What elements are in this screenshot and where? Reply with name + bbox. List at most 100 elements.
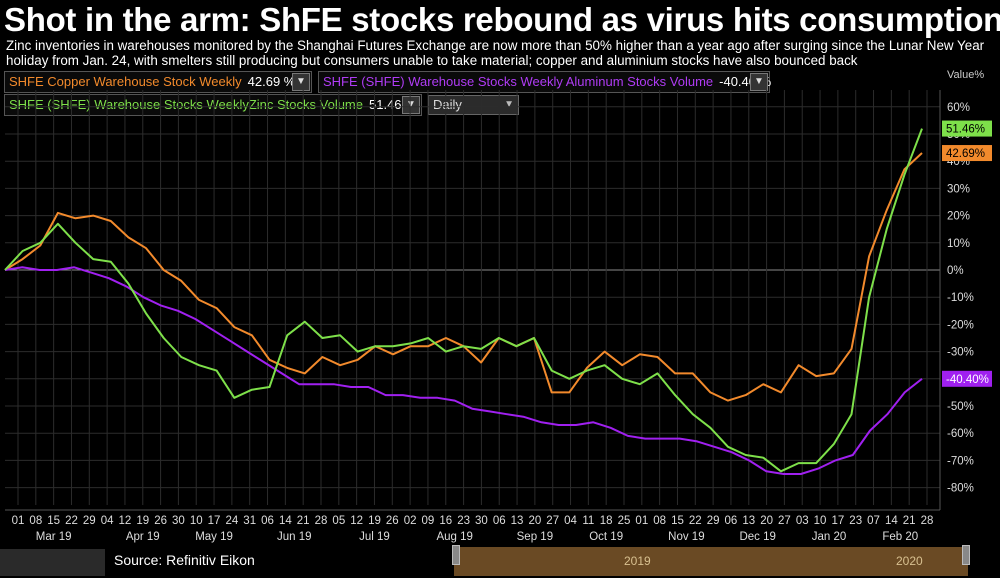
x-tick-label: 30	[172, 515, 185, 527]
y-tick-label: -70%	[947, 455, 974, 467]
x-tick-label: 28	[921, 515, 934, 527]
x-month-label: Jun 19	[277, 531, 312, 543]
x-tick-label: 08	[29, 515, 42, 527]
chart-title: Shot in the arm: ShFE stocks rebound as …	[4, 1, 1000, 38]
x-tick-label: 29	[83, 515, 96, 527]
x-tick-label: 01	[635, 515, 648, 527]
x-tick-label: 21	[903, 515, 916, 527]
x-tick-label: 21	[297, 515, 310, 527]
end-value-tag	[942, 120, 992, 137]
x-month-label: Dec 19	[739, 531, 775, 543]
redacted-area	[0, 549, 105, 576]
y-tick-label: 10%	[947, 238, 970, 250]
x-month-label: Sep 19	[517, 531, 553, 543]
legend-aluminum-label: SHFE (SHFE) Warehouse Stocks Weekly Alum…	[323, 74, 714, 89]
x-tick-label: 26	[386, 515, 399, 527]
chevron-down-icon[interactable]: ▼	[292, 73, 310, 91]
chart-subtitle: Zinc inventories in warehouses monitored…	[6, 38, 985, 68]
y-tick-label: 0%	[947, 265, 964, 277]
x-tick-label: 06	[725, 515, 738, 527]
legend-zinc[interactable]: SHFE (SHFE) Warehouse Stocks WeeklyZinc …	[4, 94, 422, 116]
y-tick-label: -30%	[947, 347, 974, 359]
y-axis-title: Value%	[947, 69, 985, 81]
interval-select[interactable]: Daily ▼	[428, 95, 519, 115]
legend-copper-value: 42.69 %	[247, 74, 296, 89]
y-tick-label: -60%	[947, 428, 974, 440]
x-tick-label: 12	[119, 515, 132, 527]
x-tick-label: 03	[796, 515, 809, 527]
x-tick-label: 22	[65, 515, 78, 527]
chevron-down-icon[interactable]: ▼	[402, 96, 420, 114]
x-tick-label: 12	[350, 515, 363, 527]
x-tick-label: 06	[493, 515, 506, 527]
x-month-label: Jul 19	[359, 531, 390, 543]
scrollbar-left-handle[interactable]	[452, 545, 460, 565]
x-tick-label: 09	[422, 515, 435, 527]
x-tick-label: 15	[47, 515, 60, 527]
x-tick-label: 04	[564, 515, 577, 527]
y-tick-label: -20%	[947, 319, 974, 331]
x-tick-label: 05	[332, 515, 345, 527]
x-tick-label: 13	[511, 515, 524, 527]
x-tick-label: 16	[439, 515, 452, 527]
y-tick-label: -80%	[947, 483, 974, 495]
x-tick-label: 20	[760, 515, 773, 527]
x-tick-label: 24	[225, 515, 238, 527]
x-month-label: Apr 19	[126, 531, 160, 543]
y-tick-label: -10%	[947, 292, 974, 304]
x-tick-label: 18	[600, 515, 613, 527]
scrollbar-year-2019: 2019	[624, 554, 651, 568]
x-tick-label: 07	[867, 515, 880, 527]
chevron-down-icon[interactable]: ▼	[750, 73, 768, 91]
x-tick-label: 13	[742, 515, 755, 527]
end-value-label: 42.69%	[946, 148, 985, 160]
end-value-tag	[942, 370, 992, 387]
x-tick-label: 10	[190, 515, 203, 527]
y-tick-label: 60%	[947, 102, 970, 114]
series-line	[4, 128, 923, 473]
time-scrollbar[interactable]: 2019 2020	[454, 547, 968, 576]
legend-copper-label: SHFE Copper Warehouse Stock Weekly	[9, 74, 242, 89]
x-tick-label: 19	[368, 515, 381, 527]
x-month-label: May 19	[195, 531, 233, 543]
x-tick-label: 27	[778, 515, 791, 527]
x-tick-label: 02	[404, 515, 417, 527]
x-tick-label: 19	[136, 515, 149, 527]
end-value-tag	[942, 145, 992, 162]
x-tick-label: 11	[582, 515, 594, 527]
x-tick-label: 30	[475, 515, 488, 527]
x-tick-label: 25	[618, 515, 631, 527]
x-tick-label: 06	[261, 515, 274, 527]
scrollbar-right-handle[interactable]	[962, 545, 970, 565]
legend-zinc-label: SHFE (SHFE) Warehouse Stocks WeeklyZinc …	[9, 97, 363, 112]
x-tick-label: 26	[154, 515, 167, 527]
x-tick-label: 31	[243, 515, 256, 527]
end-value-label: -40.40%	[946, 374, 989, 386]
x-month-label: Nov 19	[668, 531, 704, 543]
y-tick-label: 20%	[947, 211, 970, 223]
interval-label: Daily	[433, 97, 462, 112]
x-month-label: Jan 20	[812, 531, 847, 543]
chevron-down-icon: ▼	[504, 99, 514, 110]
x-tick-label: 20	[528, 515, 541, 527]
x-tick-label: 22	[689, 515, 702, 527]
x-tick-label: 29	[707, 515, 720, 527]
end-value-label: 51.46%	[946, 124, 985, 136]
x-tick-label: 14	[885, 515, 898, 527]
x-tick-label: 28	[315, 515, 328, 527]
x-tick-label: 08	[653, 515, 666, 527]
x-month-label: Aug 19	[436, 531, 472, 543]
x-tick-label: 17	[208, 515, 221, 527]
series-line	[4, 266, 923, 475]
x-tick-label: 04	[101, 515, 114, 527]
x-month-label: Oct 19	[589, 531, 623, 543]
source-note: Source: Refinitiv Eikon	[110, 549, 443, 576]
x-tick-label: 15	[671, 515, 684, 527]
legend-copper[interactable]: SHFE Copper Warehouse Stock Weekly 42.69 …	[4, 71, 312, 93]
y-tick-label: 30%	[947, 183, 970, 195]
legend-aluminum[interactable]: SHFE (SHFE) Warehouse Stocks Weekly Alum…	[318, 71, 771, 93]
x-tick-label: 27	[546, 515, 559, 527]
x-month-label: Mar 19	[36, 531, 72, 543]
x-tick-label: 01	[12, 515, 25, 527]
